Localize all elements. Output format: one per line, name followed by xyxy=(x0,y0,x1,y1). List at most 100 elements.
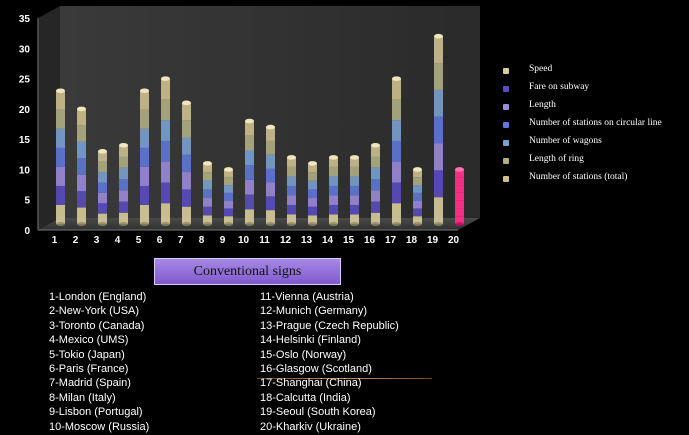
bar-base xyxy=(182,222,191,226)
bar-top xyxy=(182,100,191,106)
y-tick-label: 5 xyxy=(24,196,30,207)
bar-20 xyxy=(455,167,464,226)
bar-segment xyxy=(77,207,86,224)
bar-segment xyxy=(119,156,128,168)
city-item: 8-Milan (Italy) xyxy=(49,391,116,404)
bar-segment xyxy=(392,182,401,204)
bar-19 xyxy=(434,33,443,226)
bar-segment xyxy=(140,204,149,224)
bar-top xyxy=(350,155,359,160)
bar-segment xyxy=(119,190,128,202)
bar-segment xyxy=(350,157,359,167)
bar-segment xyxy=(98,172,107,183)
bar-segment xyxy=(455,192,464,201)
bar-top xyxy=(77,106,86,112)
bar-top xyxy=(308,161,317,166)
bar-segment xyxy=(455,208,464,217)
bar-segment xyxy=(287,185,296,196)
y-tick-label: 15 xyxy=(19,135,31,146)
bar-segment xyxy=(350,176,359,186)
bar-base xyxy=(392,222,401,226)
bar-14 xyxy=(329,155,338,226)
bar-top xyxy=(287,155,296,160)
bar-segment xyxy=(392,120,401,141)
bar-segment xyxy=(98,161,107,173)
legend-label: Number of stations on circular line xyxy=(529,118,662,128)
bar-segment xyxy=(308,163,317,173)
city-item: 3-Toronto (Canada) xyxy=(49,319,145,332)
bar-segment xyxy=(119,201,128,213)
bar-segment xyxy=(413,216,422,224)
bar-17 xyxy=(392,76,401,226)
bar-6 xyxy=(161,76,170,226)
bar-segment xyxy=(413,192,422,201)
x-tick-label: 15 xyxy=(343,235,355,246)
bar-segment xyxy=(266,182,275,197)
bar-segment xyxy=(56,147,65,167)
bar-base xyxy=(161,222,170,226)
bar-segment xyxy=(287,176,296,186)
bar-segment xyxy=(245,194,254,210)
bar-segment xyxy=(413,169,422,178)
bar-15 xyxy=(350,155,359,226)
bar-9 xyxy=(224,167,233,226)
bar-segment xyxy=(350,195,359,205)
y-tick-label: 35 xyxy=(19,14,31,25)
bar-segment xyxy=(140,90,149,110)
y-tick-label: 0 xyxy=(24,226,30,237)
bar-segment xyxy=(56,204,65,224)
bar-8 xyxy=(203,161,212,226)
bar-segment xyxy=(329,195,338,205)
bar-segment xyxy=(287,157,296,167)
bar-segment xyxy=(329,214,338,224)
bar-segment xyxy=(434,170,443,198)
bar-segment xyxy=(140,185,149,205)
bar-segment xyxy=(182,137,191,155)
bar-base xyxy=(287,222,296,226)
bar-top xyxy=(56,88,65,94)
bar-segment xyxy=(329,166,338,177)
bar-segment xyxy=(140,147,149,167)
divider-line xyxy=(257,378,432,379)
legend-item: Length xyxy=(503,98,687,116)
bar-segment xyxy=(266,168,275,183)
bar-segment xyxy=(350,166,359,177)
bar-segment xyxy=(98,213,107,224)
bar-3 xyxy=(98,149,107,226)
bar-base xyxy=(455,222,464,226)
bar-base xyxy=(266,222,275,226)
legend-swatch xyxy=(503,122,509,128)
bar-top xyxy=(434,33,443,39)
y-tick-label: 30 xyxy=(19,44,31,55)
x-tick-label: 5 xyxy=(136,235,142,246)
bar-segment xyxy=(203,163,212,173)
bar-segment xyxy=(224,177,233,186)
bar-segment xyxy=(371,179,380,191)
bar-segment xyxy=(161,203,170,224)
bar-segment xyxy=(140,109,149,129)
legend: Speed Fare on subway Length Number of stati… xyxy=(503,62,687,188)
bar-segment xyxy=(203,215,212,224)
bar-base xyxy=(98,222,107,226)
city-item: 5-Tokio (Japan) xyxy=(49,348,125,361)
bar-segment xyxy=(392,99,401,121)
legend-label: Speed xyxy=(529,64,553,74)
legend-item: Speed xyxy=(503,62,687,80)
x-tick-label: 13 xyxy=(301,235,313,246)
legend-swatch xyxy=(503,104,509,110)
side-wall xyxy=(38,6,60,230)
x-tick-label: 7 xyxy=(178,235,184,246)
bar-segment xyxy=(182,102,191,121)
legend-swatch xyxy=(503,158,509,164)
x-tick-label: 10 xyxy=(238,235,250,246)
bar-segment xyxy=(371,212,380,224)
bar-segment xyxy=(266,210,275,224)
bar-base xyxy=(119,222,128,226)
bar-segment xyxy=(56,90,65,110)
city-item: 10-Moscow (Russia) xyxy=(49,420,150,433)
bar-segment xyxy=(224,185,233,193)
city-item: 15-Oslo (Norway) xyxy=(260,348,347,361)
bar-segment xyxy=(329,157,338,167)
legend-item: Length of ring xyxy=(503,152,687,170)
